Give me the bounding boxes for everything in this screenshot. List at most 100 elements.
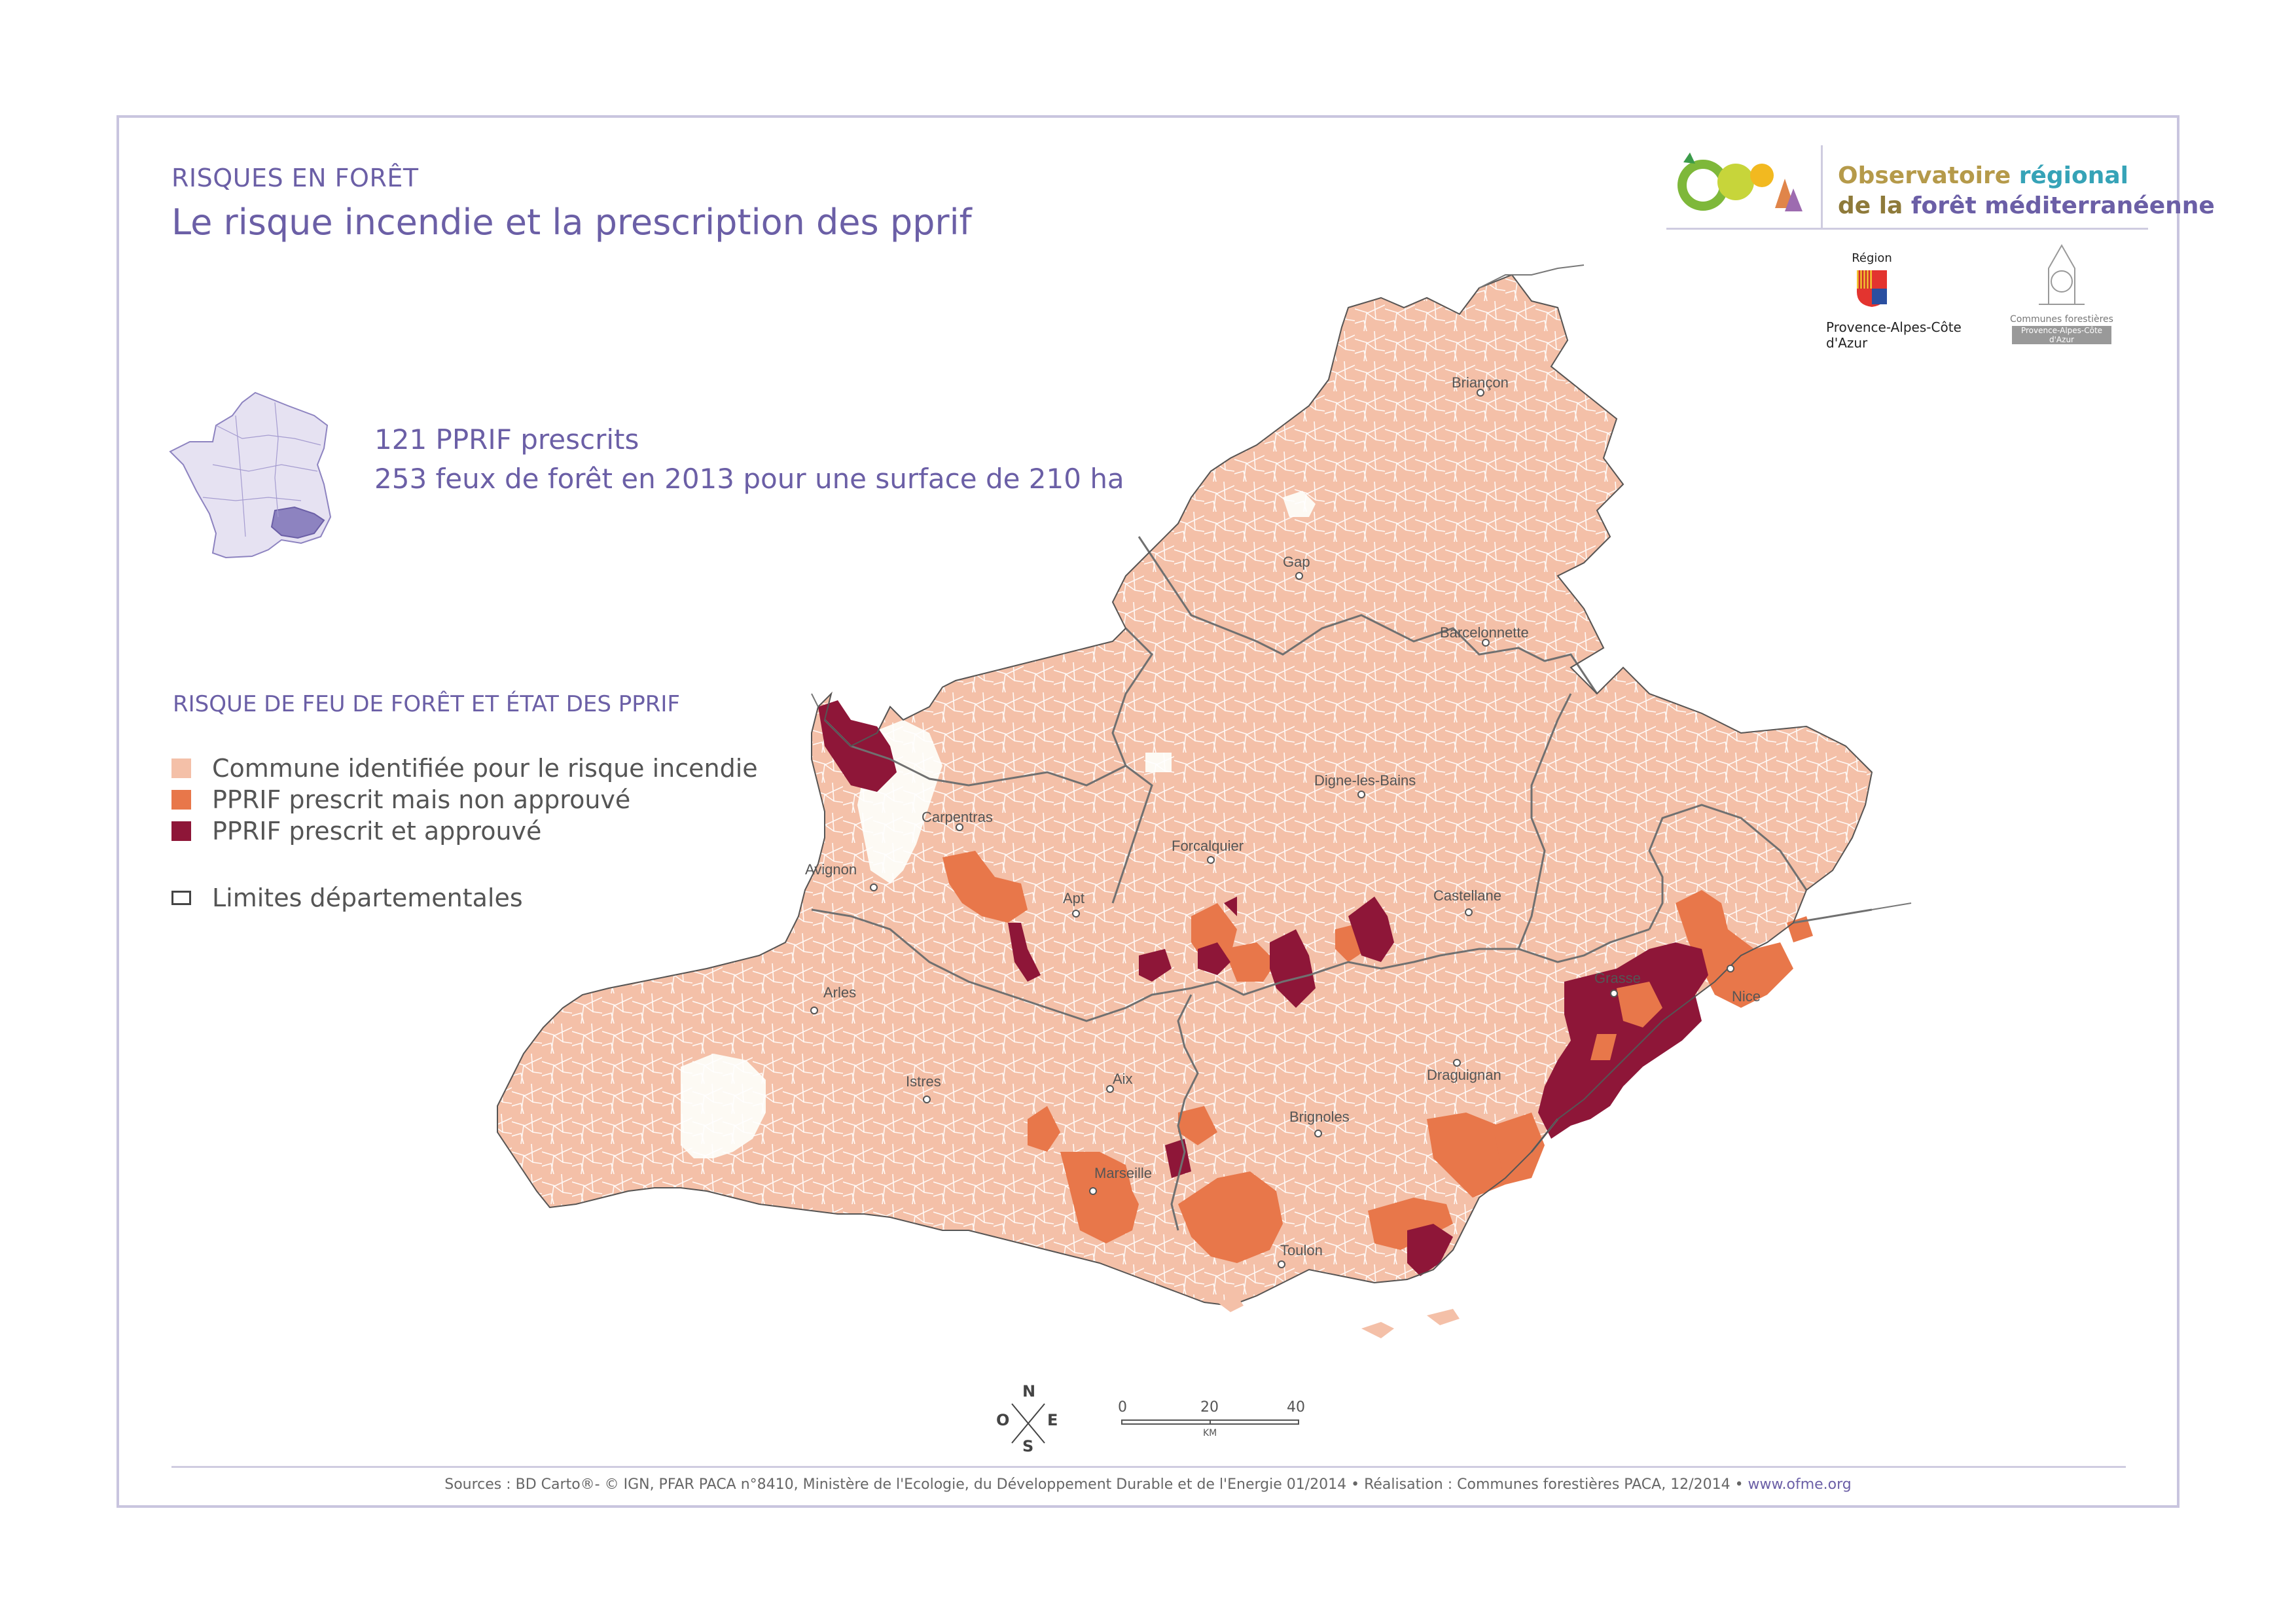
region-outline <box>497 274 1873 1307</box>
island <box>1361 1322 1394 1338</box>
city-dot <box>1357 791 1365 798</box>
city-label-apt: Apt <box>1063 890 1085 906</box>
city-dot <box>1314 1130 1322 1137</box>
city-label-brignoles: Brignoles <box>1289 1109 1350 1125</box>
zone-dark-red <box>1270 929 1316 1008</box>
compass-n: N <box>1022 1382 1036 1400</box>
city-label-forcalquier: Forcalquier <box>1172 838 1244 854</box>
legend-swatch-commune <box>171 758 191 778</box>
city-label-castellane: Castellane <box>1433 887 1501 904</box>
page-title: Le risque incendie et la prescription de… <box>171 202 972 243</box>
city-label-marseille: Marseille <box>1094 1165 1152 1181</box>
zone-orange <box>942 851 1028 923</box>
zone-dark-red <box>1198 942 1230 975</box>
map-frame <box>117 115 2179 1508</box>
commune-boundaries <box>497 275 1872 1306</box>
islands <box>1217 1296 1460 1338</box>
zone-orange <box>1178 1171 1283 1263</box>
france-inset-map <box>169 391 332 559</box>
observatoire-name-line1: Observatoire régional <box>1838 162 2128 189</box>
city-label-arles: Arles <box>823 984 856 1001</box>
city-label-avignon: Avignon <box>805 861 857 878</box>
zone-orange <box>1590 1034 1617 1060</box>
logo-divider <box>1821 145 1823 228</box>
legend-label: PPRIF prescrit et approuvé <box>212 817 542 846</box>
city-label-istres: Istres <box>906 1073 941 1090</box>
sources-footer: Sources : BD Carto®- © IGN, PFAR PACA n°… <box>444 1476 1852 1493</box>
scale-tick-40: 40 <box>1287 1399 1305 1416</box>
zone-orange <box>1617 982 1662 1027</box>
legend-item-approuve: PPRIF prescrit et approuvé <box>171 817 541 846</box>
cf-sub: Provence-Alpes-Côte d'Azur <box>2012 326 2111 344</box>
legend-title: RISQUE DE FEU DE FORÊT ET ÉTAT DES PPRIF <box>173 691 680 717</box>
zone-dark-red <box>1139 949 1172 982</box>
compass-w: O <box>996 1411 1010 1429</box>
city-dot <box>1072 910 1080 918</box>
city-dot <box>1089 1187 1097 1195</box>
zone-orange <box>1224 942 1276 982</box>
stat-pprif-count: 121 PPRIF prescrits <box>374 423 639 455</box>
legend-label: Limites départementales <box>212 883 523 912</box>
city-label-grasse: Grasse <box>1594 970 1641 986</box>
scale-bar <box>1121 1419 1299 1425</box>
city-dot <box>1477 389 1484 397</box>
scale-unit: KM <box>1203 1428 1217 1438</box>
communes-forestieres-logo: Communes forestières Provence-Alpes-Côte… <box>2003 242 2121 344</box>
observatoire-logo: Observatoire régional de la forêt médite… <box>1666 145 2215 230</box>
cf-emblem <box>2039 243 2085 305</box>
ofme-link[interactable]: www.ofme.org <box>1748 1476 1852 1493</box>
stat-fires-2013: 253 feux de forêt en 2013 pour une surfa… <box>374 463 1124 495</box>
legend-swatch-limites <box>171 891 191 905</box>
footer-divider <box>171 1466 2126 1468</box>
city-label-digne: Digne-les-Bains <box>1314 772 1416 789</box>
compass-s: S <box>1022 1437 1034 1455</box>
zone-dark-red <box>1407 1224 1453 1276</box>
compass-e: E <box>1047 1411 1058 1429</box>
city-dot <box>1453 1059 1461 1067</box>
stats-block: 121 PPRIF prescrits 253 feux de forêt en… <box>374 420 1124 499</box>
city-label-aix: Aix <box>1113 1071 1133 1087</box>
category-label: RISQUES EN FORÊT <box>171 164 419 192</box>
external-borders <box>811 264 1912 910</box>
city-dot <box>1465 908 1473 916</box>
region-logo: Région <box>1820 251 1924 308</box>
zone-dark-red <box>818 700 897 792</box>
zone-orange <box>1676 890 1793 1008</box>
departmental-limits <box>811 536 1873 1231</box>
region-shield-icon <box>1857 270 1887 307</box>
city-dot <box>1727 965 1734 972</box>
legend-item-non-approuve: PPRIF prescrit mais non approuvé <box>171 785 630 814</box>
city-dot <box>956 823 963 831</box>
city-dot <box>1106 1085 1114 1093</box>
zone-orange <box>1060 1152 1139 1243</box>
island <box>1427 1309 1460 1325</box>
zone-dark-red <box>1008 923 1041 982</box>
city-dot <box>923 1096 931 1103</box>
zone-orange <box>1028 1106 1060 1152</box>
observatoire-name-line2: de la forêt méditerranéenne <box>1838 192 2215 219</box>
city-label-barcelonnette: Barcelonnette <box>1440 624 1529 641</box>
city-label-gap: Gap <box>1283 554 1310 570</box>
zone-dark-red <box>1224 897 1237 916</box>
paca-highlight <box>270 506 325 539</box>
region-label: Région <box>1852 251 1892 265</box>
legend-label: PPRIF prescrit mais non approuvé <box>212 785 631 814</box>
city-dot <box>1482 639 1490 647</box>
zone-dark-red <box>1348 897 1394 962</box>
scale-tick-0: 0 <box>1118 1399 1127 1416</box>
zone-orange <box>1178 1106 1217 1145</box>
city-label-draguignan: Draguignan <box>1427 1067 1501 1083</box>
pprif-non-approuve-inner <box>1590 982 1662 1060</box>
city-dot <box>1278 1260 1285 1268</box>
legend-item-commune: Commune identifiée pour le risque incend… <box>171 754 758 783</box>
city-dot <box>810 1007 818 1014</box>
region-name: Provence-Alpes-Côte d'Azur <box>1826 319 1962 351</box>
zone-dark-red <box>1538 942 1708 1139</box>
zone-orange <box>1492 1113 1545 1185</box>
city-label-nice: Nice <box>1732 988 1761 1005</box>
legend-label: Commune identifiée pour le risque incend… <box>212 754 758 783</box>
legend-swatch-non-approuve <box>171 790 191 810</box>
city-dot <box>1610 990 1618 997</box>
logo-underline <box>1666 228 2148 230</box>
